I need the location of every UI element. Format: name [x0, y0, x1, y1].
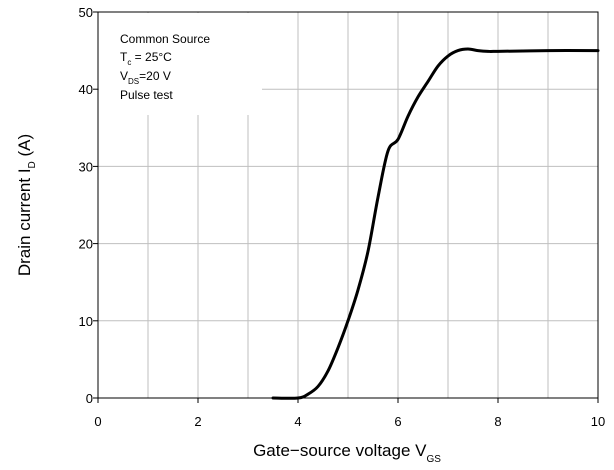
- annotation-line-2-main: T: [120, 50, 128, 64]
- annotation-line-3-tail: =20 V: [139, 69, 171, 83]
- y-tick-label: 20: [79, 237, 93, 252]
- x-tick-label: 6: [394, 414, 401, 429]
- x-tick-label: 8: [494, 414, 501, 429]
- annotation-line-1: Common Source: [120, 32, 210, 46]
- x-tick-label: 0: [94, 414, 101, 429]
- x-tick-label: 2: [194, 414, 201, 429]
- y-tick-label: 30: [79, 159, 93, 174]
- y-tick-label: 10: [79, 314, 93, 329]
- annotation-line-4: Pulse test: [120, 88, 173, 102]
- series: [271, 47, 600, 400]
- annotation-line-3: VDS=20 V: [120, 69, 171, 86]
- y-axis-title: Drain current ID (A): [15, 134, 38, 276]
- x-axis-title: Gate−source voltage VGS: [253, 441, 441, 465]
- x-axis-title-sub: GS: [426, 454, 441, 465]
- x-tick-label: 10: [591, 414, 605, 429]
- x-tick-label: 4: [294, 414, 301, 429]
- annotation-line-3-sub: DS: [128, 77, 139, 86]
- annotation-box: [99, 13, 262, 115]
- axes: 0 2 4 6 8 10 0 10 20 30 40 50: [79, 5, 606, 429]
- y-tick-label: 0: [86, 391, 93, 406]
- y-axis-title-sub: D: [27, 161, 38, 168]
- y-axis-title-main: Drain current I: [15, 168, 34, 276]
- annotation-line-2-tail: = 25°C: [131, 50, 172, 64]
- x-axis-title-main: Gate−source voltage V: [253, 441, 427, 460]
- annotation-line-2: Tc = 25°C: [120, 50, 172, 67]
- y-axis-title-tail: (A): [15, 134, 34, 161]
- drain-current-curve: [271, 47, 600, 400]
- y-tick-label: 50: [79, 5, 93, 20]
- y-tick-label: 40: [79, 82, 93, 97]
- annotation-line-2-sub: c: [127, 58, 131, 67]
- plot-frame: [97, 11, 599, 399]
- annotation-line-3-main: V: [120, 69, 128, 83]
